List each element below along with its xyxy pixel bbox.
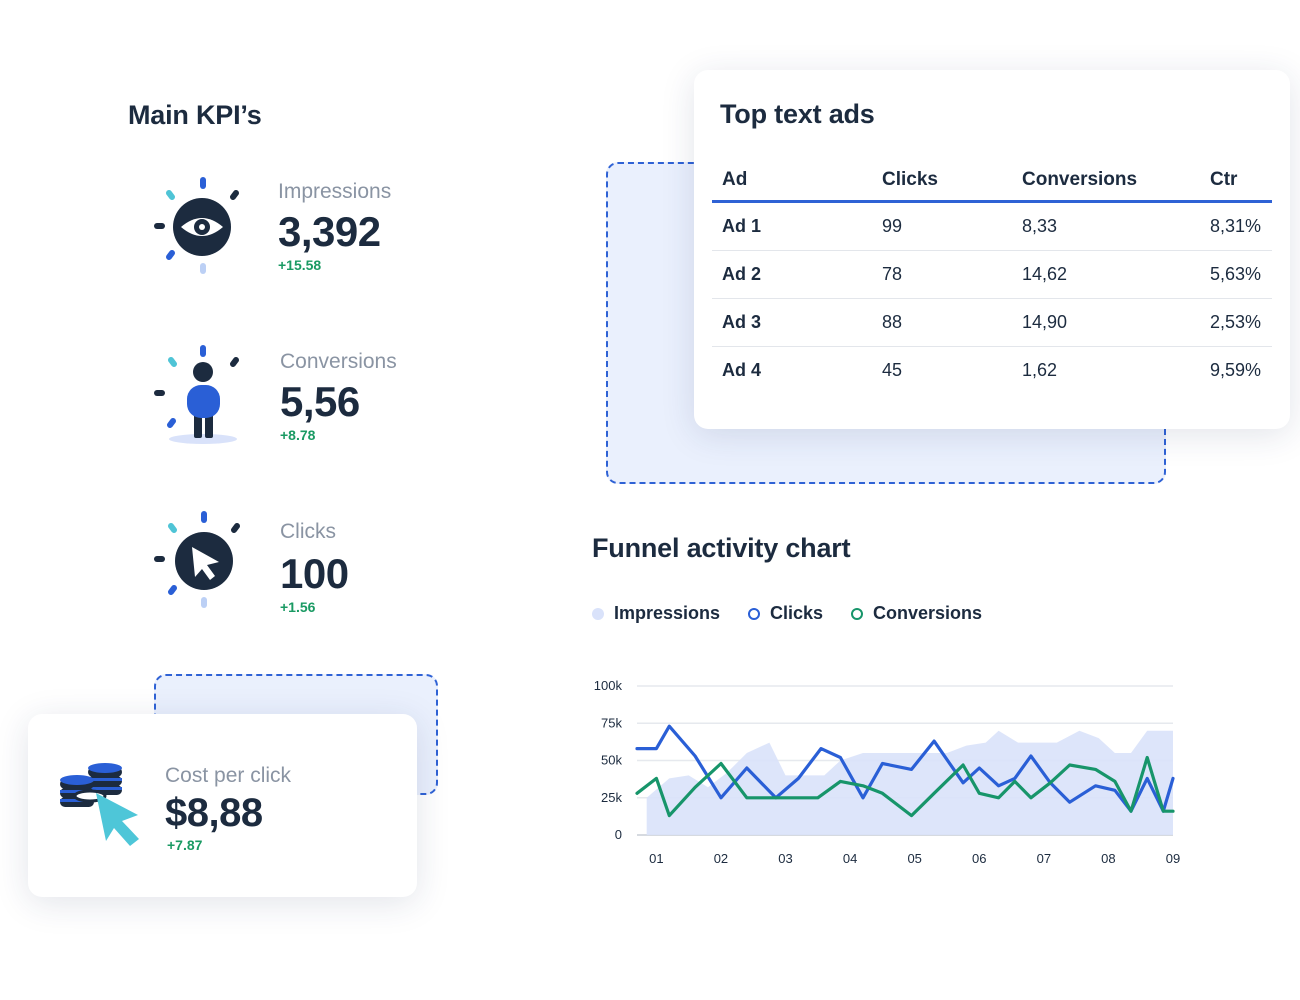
conversions-delta: +8.78 <box>280 427 316 443</box>
legend-clicks[interactable]: Clicks <box>748 603 823 624</box>
ad-name-cell: Ad 1 <box>712 201 872 251</box>
legend-conversions[interactable]: Conversions <box>851 603 982 624</box>
eye-icon <box>154 177 239 274</box>
table-row[interactable]: Ad 4 45 1,62 9,59% <box>712 347 1272 395</box>
y-tick-label: 25k <box>601 790 622 805</box>
clicks-delta: +1.56 <box>280 599 316 615</box>
x-tick-label: 03 <box>778 851 792 866</box>
legend-conversions-label: Conversions <box>873 603 983 623</box>
x-tick-label: 05 <box>907 851 921 866</box>
ad-name-cell: Ad 3 <box>712 298 872 347</box>
y-tick-label: 75k <box>601 715 622 730</box>
y-tick-label: 50k <box>601 753 622 768</box>
cpc-value: $8,88 <box>165 791 263 835</box>
clicks-cell: 78 <box>872 250 1012 299</box>
conversions-cell: 14,90 <box>1012 298 1200 347</box>
cpc-delta: +7.87 <box>167 837 203 853</box>
col-clicks-header[interactable]: Clicks <box>872 160 1012 203</box>
table-row[interactable]: Ad 1 99 8,33 8,31% <box>712 201 1272 251</box>
conversions-cell: 8,33 <box>1012 201 1200 251</box>
x-tick-label: 09 <box>1166 851 1180 866</box>
clicks-value: 100 <box>280 550 349 597</box>
person-icon <box>154 345 239 444</box>
table-header-row: Ad Clicks Conversions Ctr <box>712 160 1272 203</box>
col-ad-header[interactable]: Ad <box>712 160 872 203</box>
ctr-cell: 9,59% <box>1210 360 1262 380</box>
legend-impressions[interactable]: Impressions <box>592 603 720 624</box>
legend-clicks-label: Clicks <box>770 603 824 623</box>
conversions-value: 5,56 <box>280 378 360 425</box>
impressions-label: Impressions <box>278 180 392 203</box>
impressions-kpi: Impressions 3,392 +15.58 <box>150 175 450 285</box>
impressions-legend-dot <box>592 608 604 620</box>
conversions-cell: 14,62 <box>1012 250 1200 299</box>
y-tick-label: 100k <box>594 678 623 693</box>
clicks-cell: 88 <box>872 298 1012 347</box>
x-tick-label: 07 <box>1037 851 1051 866</box>
coins-cursor-icon <box>60 763 139 846</box>
cpc-card: Cost per click $8,88 +7.87 <box>28 714 417 897</box>
clicks-label: Clicks <box>280 520 336 543</box>
cpc-label: Cost per click <box>165 764 292 787</box>
top-ads-title: Top text ads <box>720 99 875 129</box>
kpi-section-title: Main KPI’s <box>128 100 262 130</box>
impressions-area <box>646 730 1173 835</box>
cursor-icon <box>154 511 240 608</box>
impressions-delta: +15.58 <box>278 257 322 273</box>
funnel-chart: 0 25k 50k 75k 100k 01 02 03 04 05 06 07 08 09 <box>594 678 1180 866</box>
ctr-cell: 8,31% <box>1200 201 1272 251</box>
clicks-kpi: Clicks 100 +1.56 <box>150 510 450 620</box>
top-ads-table: Ad Clicks Conversions Ctr Ad 1 99 8,33 8… <box>712 160 1272 394</box>
col-conversions-header[interactable]: Conversions <box>1012 160 1200 203</box>
conversions-cell: 1,62 <box>1022 360 1058 380</box>
clicks-cell: 99 <box>872 201 1012 251</box>
ctr-cell: 2,53% <box>1200 298 1272 347</box>
x-tick-label: 04 <box>843 851 857 866</box>
y-tick-label: 0 <box>615 827 622 842</box>
conversions-series-line <box>635 755 1175 818</box>
ad-name-cell: Ad 4 <box>722 360 762 380</box>
x-tick-label: 01 <box>649 851 663 866</box>
clicks-cell: 45 <box>882 360 903 380</box>
x-tick-label: 06 <box>972 851 986 866</box>
clicks-series-line <box>635 724 1175 813</box>
conversions-legend-dot <box>851 608 863 620</box>
impressions-value: 3,392 <box>278 208 381 255</box>
table-row[interactable]: Ad 2 78 14,62 5,63% <box>712 250 1272 299</box>
conversions-kpi: Conversions 5,56 +8.78 <box>150 345 450 455</box>
x-tick-label: 08 <box>1101 851 1115 866</box>
conversions-label: Conversions <box>280 350 397 373</box>
table-row[interactable]: Ad 3 88 14,90 2,53% <box>712 298 1272 347</box>
ctr-cell: 5,63% <box>1200 250 1272 299</box>
funnel-chart-title: Funnel activity chart <box>592 533 851 563</box>
ad-name-cell: Ad 2 <box>712 250 872 299</box>
col-ctr-header[interactable]: Ctr <box>1200 160 1272 203</box>
legend-impressions-label: Impressions <box>614 603 721 623</box>
x-tick-label: 02 <box>714 851 728 866</box>
clicks-legend-dot <box>748 608 760 620</box>
